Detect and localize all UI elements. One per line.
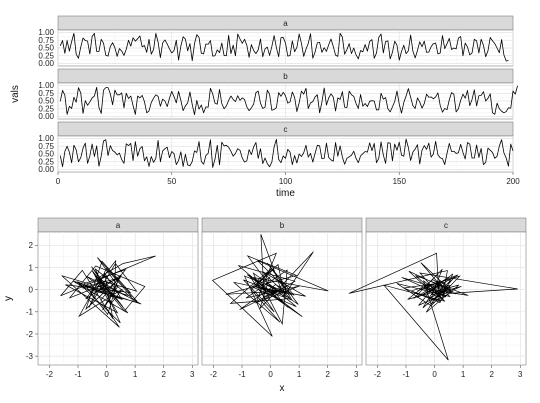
series-line-c	[59, 138, 514, 168]
x-tick-label: 1	[461, 370, 466, 379]
facet-strip-label-a: a	[116, 221, 121, 230]
facet-strip-label-b: b	[283, 72, 288, 81]
y-tick-label: 1.00	[38, 28, 54, 37]
facet-strip-label-c: c	[284, 125, 288, 134]
facet-panel-b: b	[201, 217, 363, 366]
y-tick-label: 1	[29, 263, 34, 272]
y-axis-title: y	[3, 296, 14, 301]
x-tick-label: -1	[74, 370, 82, 379]
x-tick-label: -1	[402, 370, 410, 379]
y-tick-label: 2	[29, 241, 34, 250]
x-tick-label: 1	[297, 370, 302, 379]
x-axis-title: time	[276, 188, 295, 199]
x-axis-title: x	[280, 383, 285, 394]
time-series-facet-chart: a0.000.250.500.751.00b0.000.250.500.751.…	[10, 15, 520, 199]
x-tick-label: 3	[190, 370, 195, 379]
x-tick-label: 0	[104, 370, 109, 379]
plot-panel-c	[365, 231, 527, 366]
x-tick-label: 0	[268, 370, 273, 379]
path-line-b	[211, 234, 329, 337]
x-tick-label: 1	[133, 370, 138, 379]
facet-strip-label-b: b	[280, 221, 285, 230]
facet-strip-label-a: a	[283, 19, 288, 28]
y-tick-label: 0	[29, 285, 34, 294]
x-tick-label: 3	[518, 370, 523, 379]
y-tick-label: 0.00	[38, 59, 54, 68]
y-tick-label: -2	[26, 330, 34, 339]
plot-panel-a	[37, 231, 199, 366]
facet-panel-c: c	[57, 121, 514, 173]
path-line-a	[60, 255, 156, 328]
x-tick-label: -2	[374, 370, 382, 379]
y-tick-label: 0.50	[38, 97, 54, 106]
x-tick-label: 0	[56, 177, 61, 186]
y-tick-label: 0.50	[38, 44, 54, 53]
y-tick-label: 0.00	[38, 165, 54, 174]
x-tick-label: -1	[238, 370, 246, 379]
x-tick-label: 0	[432, 370, 437, 379]
y-tick-label: 0.50	[38, 150, 54, 159]
x-tick-label: 2	[489, 370, 494, 379]
y-tick-label: 0.75	[38, 89, 54, 98]
series-line-b	[59, 85, 518, 116]
facet-panel-a: a	[37, 217, 199, 366]
x-tick-label: 2	[325, 370, 330, 379]
y-tick-label: 1.00	[38, 81, 54, 90]
y-tick-label: 0.25	[38, 104, 54, 113]
x-tick-label: 100	[279, 177, 293, 186]
y-tick-label: -1	[26, 308, 34, 317]
y-tick-label: 0.25	[38, 51, 54, 60]
facet-panel-a: a	[57, 15, 514, 67]
plot-panel-b	[201, 231, 363, 366]
path-line-c	[348, 252, 518, 361]
y-tick-label: 0.75	[38, 142, 54, 151]
y-tick-label: -3	[26, 352, 34, 361]
xy-path-facet-chart: a -2 -1 0 1 2 3 b -2 -1 0 1 2 3 c -2 -1 0 1 2 3 -3 -2 -1 0 1 2 x y	[3, 217, 527, 394]
facet-panel-c: c	[348, 217, 527, 366]
y-tick-label: 0.25	[38, 157, 54, 166]
x-tick-label: 3	[354, 370, 359, 379]
y-tick-label: 0.00	[38, 112, 54, 121]
x-tick-label: 200	[506, 177, 520, 186]
x-tick-label: -2	[210, 370, 218, 379]
x-tick-label: -2	[46, 370, 54, 379]
x-tick-label: 2	[161, 370, 166, 379]
y-tick-label: 0.75	[38, 36, 54, 45]
y-tick-label: 1.00	[38, 134, 54, 143]
x-tick-label: 50	[167, 177, 176, 186]
x-tick-label: 150	[393, 177, 407, 186]
series-line-a	[59, 33, 509, 62]
facet-panel-b: b	[57, 68, 518, 120]
facet-strip-label-c: c	[444, 221, 448, 230]
y-axis-title: vals	[10, 85, 21, 103]
